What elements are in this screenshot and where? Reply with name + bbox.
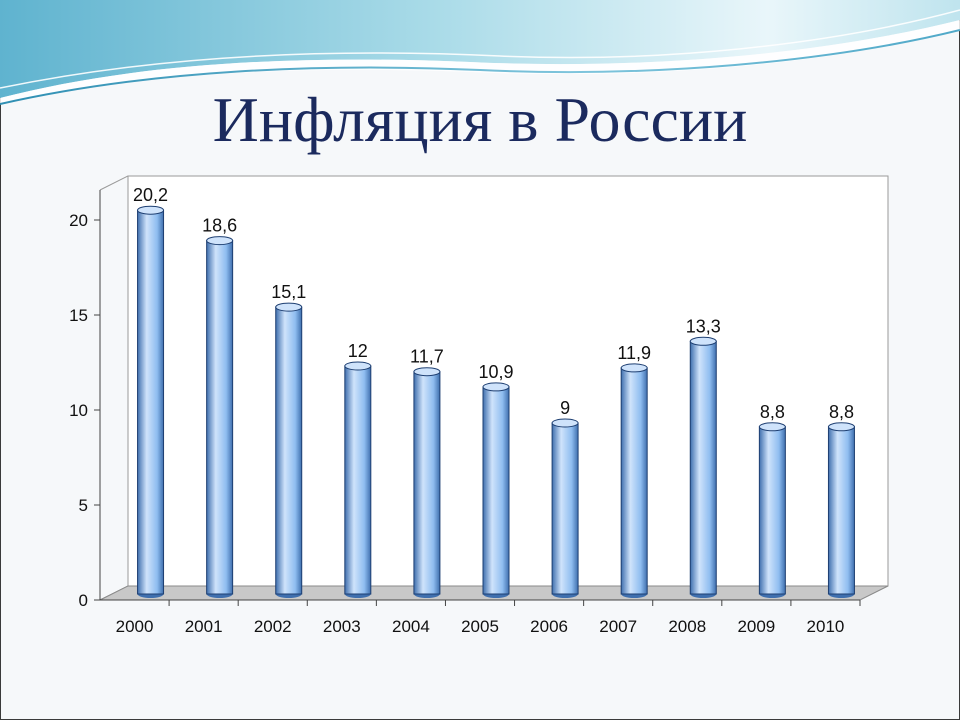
bar-body <box>344 365 372 595</box>
x-tick-label: 2004 <box>392 617 430 636</box>
bar-value-label: 11,7 <box>410 347 444 367</box>
x-tick-label: 2000 <box>116 617 154 636</box>
bar-top <box>344 361 372 371</box>
bar-value-label: 11,9 <box>617 343 651 363</box>
bar-top <box>758 422 786 432</box>
bar-body <box>827 426 855 595</box>
bar-2000 <box>137 205 165 598</box>
chart-wall-edge <box>99 175 129 191</box>
y-tick-label: 15 <box>69 306 88 325</box>
bar-body <box>137 209 165 595</box>
bar-top <box>620 363 648 373</box>
bar-2001 <box>206 236 234 598</box>
bar-value-label: 9 <box>560 398 570 418</box>
x-tick-label: 2005 <box>461 617 499 636</box>
bar-top <box>275 302 303 312</box>
bar-body <box>551 422 579 595</box>
y-tick-label: 0 <box>79 591 88 610</box>
bar-2004 <box>413 367 441 598</box>
y-tick-label: 20 <box>69 211 88 230</box>
bar-2003 <box>344 361 372 598</box>
bar-top <box>206 236 234 246</box>
x-tick-label: 2006 <box>530 617 568 636</box>
bar-value-label: 8,8 <box>760 402 785 422</box>
bar-value-label: 12 <box>348 341 368 361</box>
x-tick-label: 2001 <box>185 617 223 636</box>
bar-body <box>206 240 234 595</box>
bar-body <box>758 426 786 595</box>
bar-2005 <box>482 382 510 598</box>
slide-title: Инфляция в России <box>212 84 748 155</box>
bar-value-label: 10,9 <box>478 362 513 382</box>
bar-top <box>551 418 579 428</box>
x-tick-label: 2008 <box>668 617 706 636</box>
y-tick-label: 5 <box>79 496 88 515</box>
bar-value-label: 8,8 <box>829 402 854 422</box>
bar-value-label: 18,6 <box>202 216 237 236</box>
bar-top <box>413 367 441 377</box>
bar-2008 <box>689 336 717 598</box>
bar-top <box>689 336 717 346</box>
x-tick-label: 2007 <box>599 617 637 636</box>
bar-value-label: 20,2 <box>133 185 168 205</box>
y-tick-label: 10 <box>69 401 88 420</box>
bar-2009 <box>758 422 786 598</box>
x-tick-label: 2009 <box>737 617 775 636</box>
bar-body <box>413 371 441 595</box>
x-tick-label: 2003 <box>323 617 361 636</box>
bar-2010 <box>827 422 855 598</box>
bar-2007 <box>620 363 648 598</box>
header-wave-decoration <box>0 0 960 105</box>
x-tick-label: 2002 <box>254 617 292 636</box>
bar-body <box>620 367 648 595</box>
bar-top <box>827 422 855 432</box>
bar-top <box>137 205 165 215</box>
bar-body <box>275 306 303 595</box>
bar-2002 <box>275 302 303 598</box>
bar-body <box>689 340 717 595</box>
bar-top <box>482 382 510 392</box>
x-tick-label: 2010 <box>807 617 845 636</box>
bar-value-label: 15,1 <box>271 282 306 302</box>
bar-body <box>482 386 510 595</box>
bar-value-label: 13,3 <box>686 316 721 336</box>
bar-2006 <box>551 418 579 598</box>
